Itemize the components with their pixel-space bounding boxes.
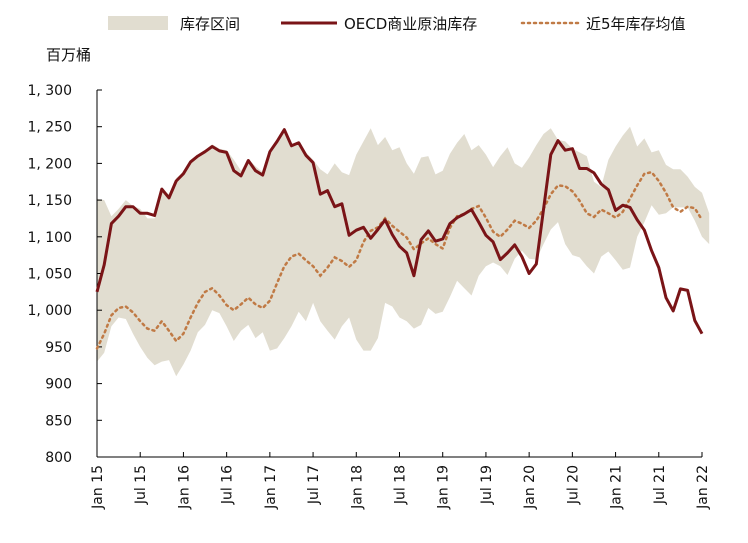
x-tick-label: Jan 22 — [695, 465, 711, 510]
x-tick-label: Jul 19 — [479, 465, 495, 505]
x-tick-label: Jul 21 — [652, 465, 668, 505]
x-tick-label: Jul 20 — [565, 465, 581, 505]
x-tick-label: Jan 17 — [263, 465, 279, 510]
series-five-year-average-line — [95, 170, 704, 350]
x-tick-label: Jan 16 — [176, 465, 192, 510]
y-tick-label: 1, 000 — [27, 303, 72, 319]
y-tick-label: 900 — [45, 377, 72, 393]
x-tick-label: Jul 17 — [306, 465, 322, 505]
y-tick-label: 950 — [45, 340, 72, 356]
x-tick-label: Jul 15 — [133, 465, 149, 505]
x-tick-label: Jan 15 — [90, 465, 106, 510]
x-tick-label: Jul 18 — [393, 465, 409, 505]
legend-swatch-band — [108, 16, 168, 30]
x-tick-label: Jul 16 — [220, 465, 236, 505]
axes-layer: 800 850 900 950 1, 000 1, 050 1, 100 1, 150 1, 2… — [27, 83, 711, 510]
y-tick-label: 850 — [45, 413, 72, 429]
legend-label-inventory: OECD商业原油库存 — [344, 15, 477, 33]
x-tick-label: Jan 19 — [436, 465, 452, 510]
x-tick-label: Jan 18 — [349, 465, 365, 510]
y-tick-label: 1, 300 — [27, 83, 72, 99]
y-tick-label: 1, 050 — [27, 267, 72, 283]
y-tick-label: 1, 250 — [27, 120, 72, 136]
x-tick-label: Jan 21 — [609, 465, 625, 510]
y-tick-label: 800 — [45, 450, 72, 466]
x-tick-label: Jan 20 — [522, 465, 538, 510]
y-tick-label: 1, 150 — [27, 193, 72, 209]
legend-label-band: 库存区间 — [180, 15, 240, 33]
y-tick-label: 1, 200 — [27, 156, 72, 172]
series-layer — [95, 128, 704, 350]
y-axis-unit: 百万桶 — [46, 46, 91, 64]
y-tick-label: 1, 100 — [27, 230, 72, 246]
legend: 库存区间 OECD商业原油库存 近5年库存均值 — [108, 15, 686, 33]
legend-label-average: 近5年库存均值 — [586, 15, 686, 33]
series-oecd-inventory-line — [95, 128, 704, 335]
